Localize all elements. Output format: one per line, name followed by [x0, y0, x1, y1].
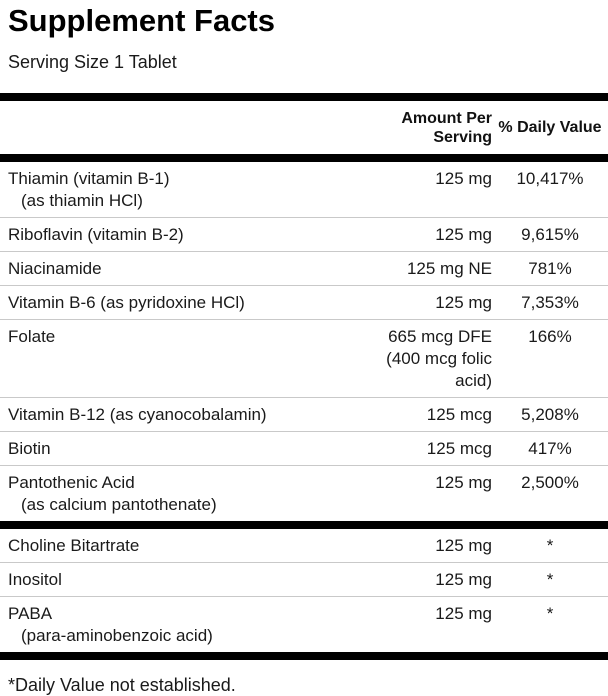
nutrient-name-main: Riboflavin (vitamin B-2)	[8, 225, 184, 244]
nutrient-daily-value: *	[546, 536, 554, 555]
nutrient-name: Choline Bitartrate	[0, 535, 378, 557]
nutrient-name-sub: (para-aminobenzoic acid)	[21, 626, 213, 645]
nutrient-amount: 125 mg	[435, 293, 492, 312]
nutrient-daily-value: 7,353%	[521, 293, 579, 312]
nutrient-amount: 125 mg	[435, 604, 492, 623]
nutrient-row: Niacinamide 125 mg NE 781%	[0, 251, 608, 285]
nutrient-group-other: Choline Bitartrate 125 mg * Inositol 125 mg *…	[0, 529, 608, 652]
nutrient-amount: 125 mg	[435, 169, 492, 188]
nutrient-name: PABA (para-aminobenzoic acid)	[0, 603, 378, 647]
nutrient-daily-value: 417%	[528, 439, 572, 458]
nutrient-daily-value: 781%	[528, 259, 572, 278]
nutrient-daily-value: 10,417%	[516, 169, 584, 188]
nutrient-amount: 665 mcg DFE (400 mcg folic acid)	[386, 327, 492, 390]
nutrient-row: Biotin 125 mcg 417%	[0, 431, 608, 465]
nutrient-name: Riboflavin (vitamin B-2)	[0, 224, 378, 246]
nutrient-amount: 125 mcg	[426, 405, 492, 424]
nutrient-daily-value: *	[546, 604, 554, 623]
nutrient-daily-value: 5,208%	[521, 405, 579, 424]
column-header-amount-per-serving: Amount Per Serving	[401, 109, 492, 146]
footnote: *Daily Value not established.	[8, 675, 236, 695]
nutrient-group-vitamins: Thiamin (vitamin B-1) (as thiamin HCl) 125…	[0, 162, 608, 521]
divider-thick-header-bottom	[0, 154, 608, 162]
nutrient-name-sub: (as thiamin HCl)	[21, 191, 143, 210]
nutrient-name-main: Choline Bitartrate	[8, 536, 140, 555]
nutrient-name: Pantothenic Acid (as calcium pantothenate…	[0, 472, 378, 516]
nutrient-amount: 125 mg	[435, 570, 492, 589]
nutrient-amount: 125 mg	[435, 536, 492, 555]
label-title: Supplement Facts	[8, 3, 275, 38]
divider-thick-bottom	[0, 652, 608, 660]
nutrient-name: Niacinamide	[0, 258, 378, 280]
nutrient-row: Pantothenic Acid (as calcium pantothenate…	[0, 465, 608, 521]
nutrient-row: Riboflavin (vitamin B-2) 125 mg 9,615%	[0, 217, 608, 251]
nutrient-name: Biotin	[0, 438, 378, 460]
nutrient-name-sub: (as calcium pantothenate)	[21, 495, 217, 514]
nutrient-name-main: Vitamin B-12 (as cyanocobalamin)	[8, 405, 267, 424]
divider-thick-mid	[0, 521, 608, 529]
nutrient-name: Thiamin (vitamin B-1) (as thiamin HCl)	[0, 168, 378, 212]
serving-size: Serving Size 1 Tablet	[8, 52, 177, 72]
nutrient-name: Folate	[0, 326, 378, 348]
nutrient-row: Choline Bitartrate 125 mg *	[0, 529, 608, 562]
divider-thick-top	[0, 93, 608, 101]
nutrient-name-main: Thiamin (vitamin B-1)	[8, 169, 170, 188]
nutrient-amount: 125 mcg	[426, 439, 492, 458]
nutrient-name-main: Pantothenic Acid	[8, 473, 135, 492]
nutrient-row: Folate 665 mcg DFE (400 mcg folic acid) 16…	[0, 319, 608, 397]
column-header-daily-value: % Daily Value	[498, 119, 602, 136]
nutrient-name: Vitamin B-6 (as pyridoxine HCl)	[0, 292, 378, 314]
nutrient-row: PABA (para-aminobenzoic acid) 125 mg *	[0, 596, 608, 652]
nutrient-name-main: Niacinamide	[8, 259, 102, 278]
nutrient-name-main: Biotin	[8, 439, 51, 458]
nutrient-row: Vitamin B-12 (as cyanocobalamin) 125 mcg 5…	[0, 397, 608, 431]
nutrient-amount: 125 mg NE	[406, 259, 492, 278]
nutrient-name-main: Inositol	[8, 570, 62, 589]
nutrient-name: Inositol	[0, 569, 378, 591]
nutrient-daily-value: *	[546, 570, 554, 589]
nutrient-row: Vitamin B-6 (as pyridoxine HCl) 125 mg 7,3…	[0, 285, 608, 319]
nutrient-daily-value: 9,615%	[521, 225, 579, 244]
nutrient-amount: 125 mg	[435, 473, 492, 492]
table-header-row: Amount Per Serving % Daily Value	[0, 101, 608, 154]
nutrient-row: Inositol 125 mg *	[0, 562, 608, 596]
nutrient-name-main: Folate	[8, 327, 56, 346]
nutrient-name: Vitamin B-12 (as cyanocobalamin)	[0, 404, 378, 426]
nutrient-row: Thiamin (vitamin B-1) (as thiamin HCl) 125…	[0, 162, 608, 217]
nutrient-name-main: Vitamin B-6 (as pyridoxine HCl)	[8, 293, 245, 312]
nutrient-amount: 125 mg	[435, 225, 492, 244]
nutrient-daily-value: 2,500%	[521, 473, 579, 492]
nutrient-name-main: PABA	[8, 604, 53, 623]
nutrient-daily-value: 166%	[528, 327, 572, 346]
